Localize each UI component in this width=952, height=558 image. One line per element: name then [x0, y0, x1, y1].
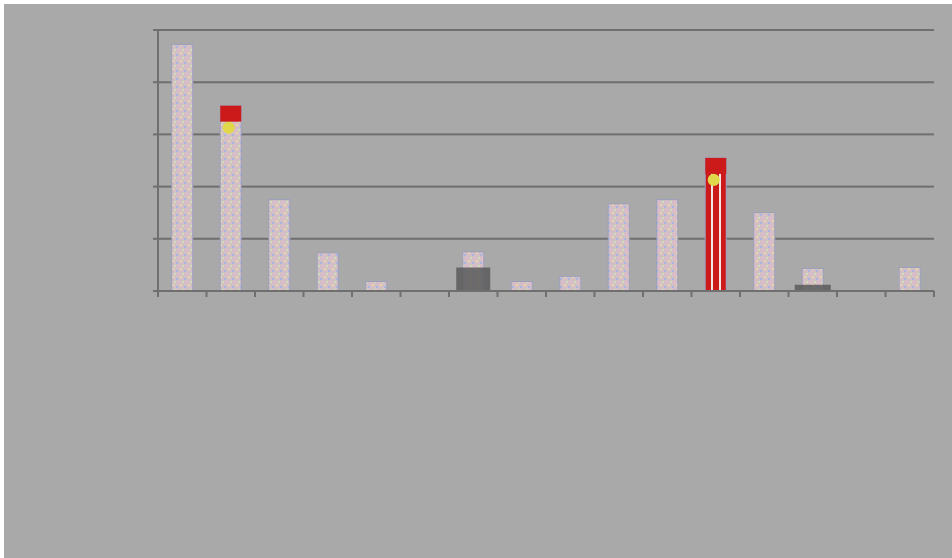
chart-panel — [4, 4, 952, 558]
bar-marker — [707, 173, 720, 186]
bar — [510, 281, 533, 292]
bar — [219, 105, 242, 292]
bar — [268, 199, 291, 292]
bar-base — [794, 284, 831, 291]
bar — [365, 281, 388, 292]
bar — [316, 252, 339, 292]
bar — [753, 212, 776, 292]
bar-cap — [220, 105, 242, 122]
bar-chart — [153, 29, 935, 297]
bar — [656, 199, 679, 292]
bar-base — [456, 267, 491, 291]
bar — [898, 267, 921, 292]
bar — [171, 44, 194, 292]
bar-marker — [222, 121, 235, 134]
bar-cap — [705, 157, 727, 174]
bar — [559, 275, 582, 292]
bar — [607, 203, 630, 292]
